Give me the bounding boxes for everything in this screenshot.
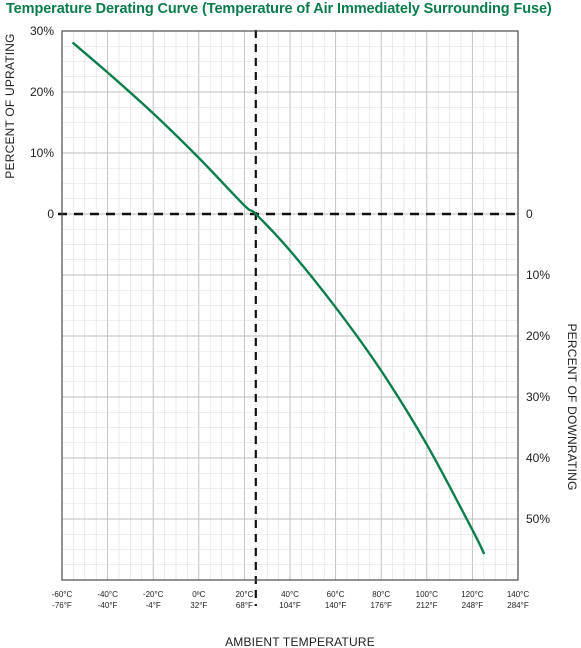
x-tick-label-fahrenheit: -40°F [98, 601, 118, 610]
x-tick-label-celsius: 60°C [327, 590, 345, 599]
x-tick-label-celsius: 0ºC [192, 590, 205, 599]
x-tick-label-fahrenheit: 140°F [325, 601, 347, 610]
right-axis-ticks: 0 10% 20% 30% 40% 50% [526, 207, 550, 526]
x-axis-ticks: -60°C -76°F -40°C -40°F -20°C -4°F 0ºC 32°F 20°C… [52, 590, 530, 610]
derating-curve [72, 42, 485, 555]
x-tick-label-celsius: 80°C [372, 590, 390, 599]
plot-frame [61, 30, 519, 581]
x-tick-label-fahrenheit: 248°F [462, 601, 484, 610]
right-axis-title: PERCENT OF DOWNRATING [565, 323, 579, 490]
left-tick-label: 20% [30, 85, 54, 99]
x-tick-label-fahrenheit: -76°F [52, 601, 72, 610]
x-tick-label-celsius: 20°C [235, 590, 253, 599]
x-tick-label-celsius: 140°C [507, 590, 530, 599]
x-tick-label-fahrenheit: -4°F [146, 601, 161, 610]
x-axis-title: AMBIENT TEMPERATURE [225, 635, 375, 648]
x-tick-label-fahrenheit: 32°F [190, 601, 207, 610]
right-tick-label: 50% [526, 512, 550, 526]
right-tick-label: 30% [526, 390, 550, 404]
series-layer [72, 42, 485, 555]
left-tick-label: 10% [30, 146, 54, 160]
left-axis-ticks: 30% 20% 10% 0 [30, 24, 54, 221]
x-tick-label-fahrenheit: 104°F [279, 601, 301, 610]
x-tick-label-fahrenheit: 68°F [236, 601, 253, 610]
grid [61, 30, 519, 581]
chart-title: Temperature Derating Curve (Temperature … [6, 1, 552, 17]
x-tick-label-fahrenheit: 212°F [416, 601, 438, 610]
left-tick-label: 30% [30, 24, 54, 38]
reference-lines [58, 30, 522, 606]
left-tick-label: 0 [47, 207, 54, 221]
left-axis-title: PERCENT OF UPRATING [3, 33, 17, 178]
x-tick-label-celsius: -20°C [143, 590, 164, 599]
right-tick-label: 20% [526, 329, 550, 343]
x-tick-label-celsius: -40°C [97, 590, 118, 599]
right-tick-label: 0 [526, 207, 533, 221]
x-tick-label-celsius: 40°C [281, 590, 299, 599]
right-tick-label: 40% [526, 451, 550, 465]
x-tick-label-celsius: 120°C [461, 590, 484, 599]
x-tick-label-fahrenheit: 284°F [507, 601, 529, 610]
x-tick-label-fahrenheit: 176°F [370, 601, 392, 610]
x-tick-label-celsius: -60°C [52, 590, 73, 599]
right-tick-label: 10% [526, 268, 550, 282]
x-tick-label-celsius: 100°C [416, 590, 439, 599]
